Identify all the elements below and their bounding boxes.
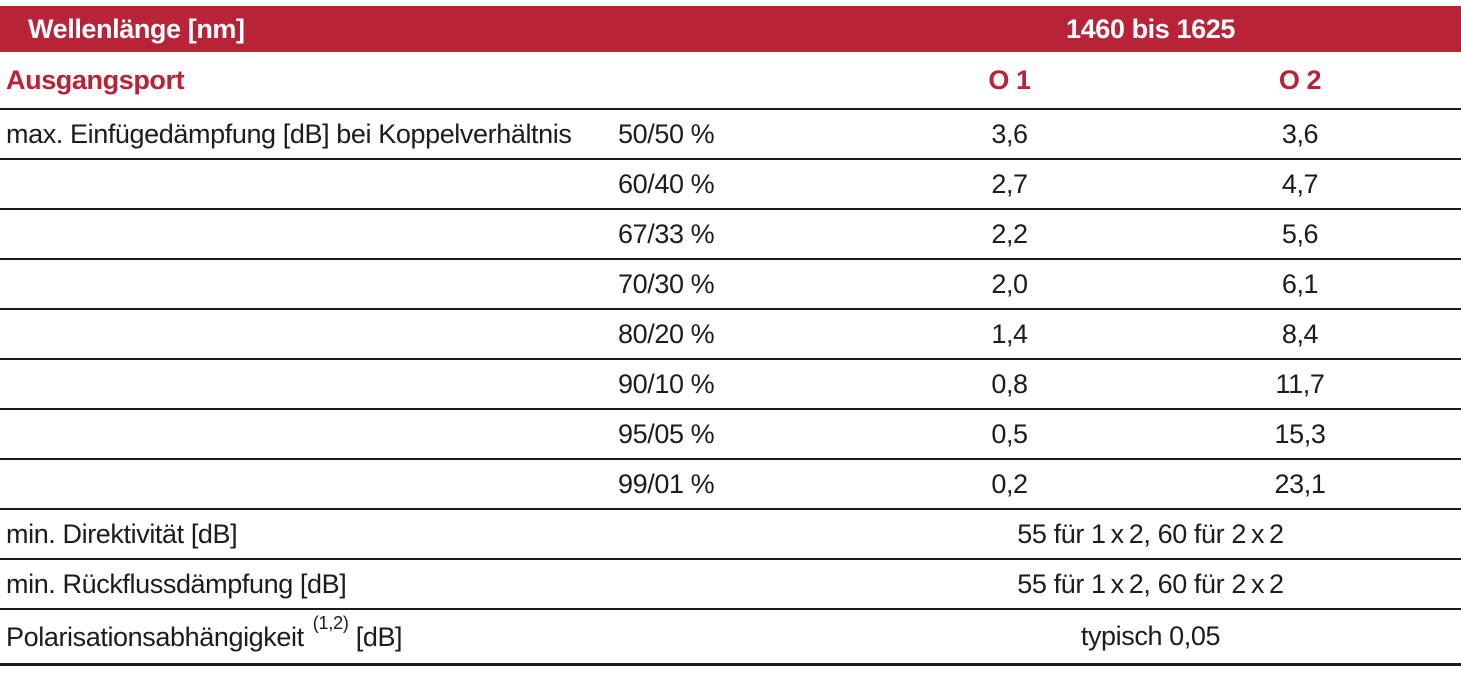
o1-value-cell: 2,7 [991,168,1028,199]
polarization-value: typisch 0,05 [1080,621,1221,651]
table-row: min. Rückflussdämpfung [dB] 55 für 1 x 2… [0,560,1461,610]
o2-value-cell: 15,3 [1274,418,1326,449]
ratio-cell: 60/40 % [618,168,715,199]
o2-value-cell: 5,6 [1281,218,1319,249]
insertion-loss-label: max. Einfügedämpfung [dB] bei Koppelverh… [6,118,572,149]
ratio-cell: 95/05 % [618,418,715,449]
table-row: 67/33 % 2,2 5,6 [0,210,1461,260]
output-port-header-row: Ausgangsport O 1 O 2 [0,52,1461,110]
ratio-cell: 90/10 % [618,368,715,399]
o2-value-cell: 23,1 [1274,468,1326,499]
ratio-cell: 67/33 % [618,218,715,249]
output-port-label: Ausgangsport [6,64,185,95]
table-row: max. Einfügedämpfung [dB] bei Koppelverh… [0,110,1461,160]
ratio-cell: 99/01 % [618,468,715,499]
table-row: 60/40 % 2,7 4,7 [0,160,1461,210]
footnote-marker: (1,2) [312,613,349,633]
table-header-row: Wellenlänge [nm] 1460 bis 1625 [0,6,1461,52]
polarization-label: Polarisationsabhängigkeit (1,2) [dB] [0,613,880,653]
o2-value-cell: 6,1 [1281,268,1319,299]
wavelength-range-value: 1460 bis 1625 [1066,13,1235,44]
ratio-cell: 70/30 % [618,268,715,299]
o2-value-cell: 11,7 [1275,368,1325,399]
return-loss-label: min. Rückflussdämpfung [dB] [6,568,347,599]
table-row: 80/20 % 1,4 8,4 [0,310,1461,360]
o1-value-cell: 0,8 [991,368,1028,399]
o2-value-cell: 4,7 [1281,168,1319,199]
polarization-label-text: Polarisationsabhängigkeit [6,622,304,652]
table-row: Polarisationsabhängigkeit (1,2) [dB] typis… [0,610,1461,666]
o1-value-cell: 2,0 [991,268,1028,299]
table-row: 90/10 % 0,8 11,7 [0,360,1461,410]
o1-value-cell: 3,6 [991,118,1028,149]
o1-value-cell: 2,2 [991,218,1028,249]
directivity-label: min. Direktivität [dB] [6,518,238,549]
directivity-value: 55 für 1 x 2, 60 für 2 x 2 [1017,518,1284,549]
return-loss-value: 55 für 1 x 2, 60 für 2 x 2 [1017,568,1284,599]
polarization-label-unit: [dB] [355,622,403,652]
ratio-cell: 80/20 % [618,318,715,349]
o1-value-cell: 1,4 [991,318,1028,349]
table-row: min. Direktivität [dB] 55 für 1 x 2, 60 … [0,510,1461,560]
column-header-o1: O 1 [988,64,1031,95]
o2-value-cell: 8,4 [1281,318,1319,349]
o1-value-cell: 0,2 [991,468,1028,499]
table-row: 70/30 % 2,0 6,1 [0,260,1461,310]
o2-value-cell: 3,6 [1281,118,1319,149]
o1-value-cell: 0,5 [991,418,1028,449]
column-header-o2: O 2 [1278,64,1322,95]
ratio-cell: 50/50 % [618,118,715,149]
table-row: 99/01 % 0,2 23,1 [0,460,1461,510]
table-row: 95/05 % 0,5 15,3 [0,410,1461,460]
wavelength-header-label: Wellenlänge [nm] [28,13,245,44]
